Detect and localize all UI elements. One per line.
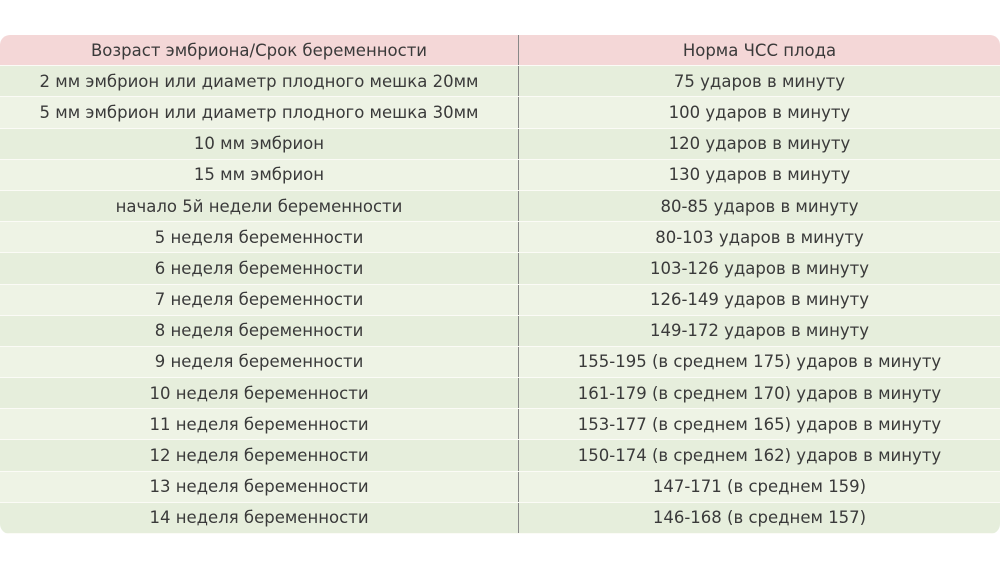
table-row: 15 мм эмбрион 130 ударов в минуту [0,159,1000,191]
term-cell: 13 неделя беременности [0,471,519,503]
heart-rate-cell: 153-177 (в среднем 165) ударов в минуту [518,408,1000,441]
heart-rate-cell: 155-195 (в среднем 175) ударов в минуту [518,346,1000,379]
term-cell: 15 мм эмбрион [0,159,519,191]
table-container: Возраст эмбриона/Срок беременности Норма… [0,35,1000,534]
term-cell: 9 неделя беременности [0,346,519,379]
table-row: начало 5й недели беременности 80-85 ударо… [0,190,1000,223]
table-row: 8 неделя беременности 149-172 ударов в ми… [0,315,1000,347]
table-row: 10 мм эмбрион 120 ударов в минуту [0,128,1000,160]
term-cell: начало 5й недели беременности [0,190,519,223]
heart-rate-cell: 120 ударов в минуту [518,128,1000,160]
heart-rate-cell: 149-172 ударов в минуту [518,315,1000,347]
table-row: 9 неделя беременности 155-195 (в среднем … [0,346,1000,379]
heart-rate-cell: 75 ударов в минуту [518,65,1000,98]
header-cell: Норма ЧСС плода [518,35,1000,67]
table-row: 10 неделя беременности 161-179 (в среднем… [0,377,1000,410]
heart-rate-cell: 80-85 ударов в минуту [518,190,1000,223]
heart-rate-cell: 161-179 (в среднем 170) ударов в минуту [518,377,1000,410]
table-row: 7 неделя беременности 126-149 ударов в ми… [0,284,1000,316]
term-cell: 11 неделя беременности [0,408,519,441]
header-cell: Возраст эмбриона/Срок беременности [0,35,519,67]
table-body: Возраст эмбриона/Срок беременности Норма… [0,35,1000,534]
term-cell: 10 мм эмбрион [0,128,519,160]
heart-rate-cell: 150-174 (в среднем 162) ударов в минуту [518,439,1000,472]
table-row: 12 неделя беременности 150-174 (в среднем… [0,439,1000,472]
heart-rate-cell: 130 ударов в минуту [518,159,1000,191]
term-cell: 14 неделя беременности [0,502,519,534]
term-cell: 10 неделя беременности [0,377,519,410]
term-cell: 2 мм эмбрион или диаметр плодного мешка … [0,65,519,98]
term-cell: 6 неделя беременности [0,252,519,285]
table-row: 5 мм эмбрион или диаметр плодного мешка … [0,96,1000,129]
term-cell: 8 неделя беременности [0,315,519,347]
term-cell: 12 неделя беременности [0,439,519,472]
heart-rate-cell: 146-168 (в среднем 157) [518,502,1000,534]
table-row: 14 неделя беременности 146-168 (в среднем… [0,502,1000,534]
heart-rate-cell: 103-126 ударов в минуту [518,252,1000,285]
term-cell: 5 неделя беременности [0,221,519,254]
table-row: 6 неделя беременности 103-126 ударов в ми… [0,252,1000,285]
term-cell: 7 неделя беременности [0,284,519,316]
table-row: 2 мм эмбрион или диаметр плодного мешка … [0,65,1000,98]
heart-rate-cell: 147-171 (в среднем 159) [518,471,1000,503]
table-row: 11 неделя беременности 153-177 (в среднем… [0,408,1000,441]
table-row: 13 неделя беременности 147-171 (в среднем… [0,471,1000,503]
heart-rate-cell: 80-103 ударов в минуту [518,221,1000,254]
header-row: Возраст эмбриона/Срок беременности Норма… [0,35,1000,67]
heart-rate-table: Возраст эмбриона/Срок беременности Норма… [0,35,1000,534]
table-row: 5 неделя беременности 80-103 ударов в мин… [0,221,1000,254]
heart-rate-cell: 126-149 ударов в минуту [518,284,1000,316]
term-cell: 5 мм эмбрион или диаметр плодного мешка … [0,96,519,129]
heart-rate-cell: 100 ударов в минуту [518,96,1000,129]
